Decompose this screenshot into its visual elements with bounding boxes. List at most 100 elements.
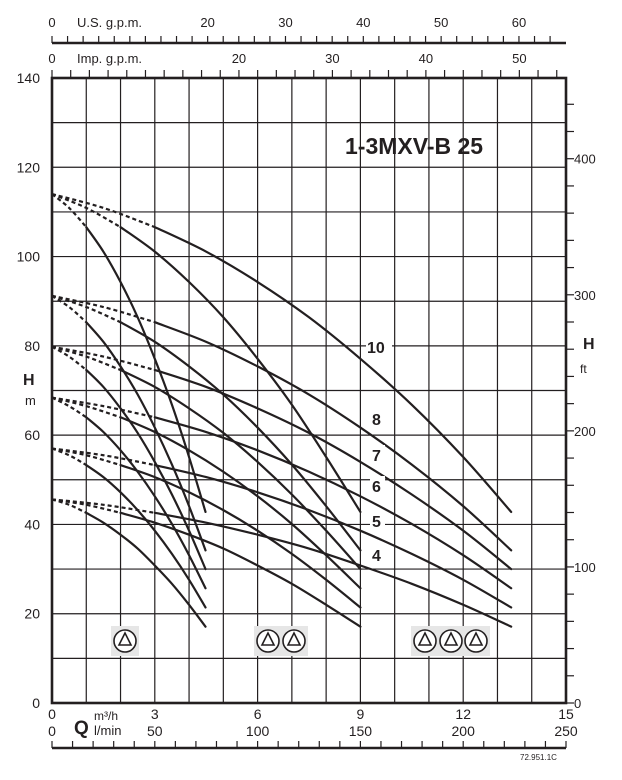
curve-stage-8	[153, 321, 513, 552]
imp-gpm-tick-label: 40	[419, 51, 433, 66]
y-right-axis-unit: ft	[580, 362, 587, 376]
us-gpm-tick-label: 30	[278, 15, 292, 30]
ft-tick-label: 0	[574, 696, 581, 711]
y-tick-label: 100	[17, 249, 41, 265]
curves	[51, 193, 513, 628]
triangle-icon	[468, 631, 484, 646]
curve-stage-5	[119, 463, 362, 609]
lmin-tick-label: 50	[147, 723, 163, 739]
curve-stage-5	[153, 463, 513, 609]
y-tick-label: 0	[32, 695, 40, 711]
imp-gpm-tick-label: 50	[512, 51, 526, 66]
stage-labels: 10 8 7 6 5 4	[366, 336, 392, 565]
pump-size-icon	[464, 629, 488, 653]
curve-shutoff-dashed-stage-7	[51, 345, 156, 372]
curve-stage-5	[85, 463, 207, 609]
stage-label-7: 7	[372, 448, 381, 465]
triangle-icon	[260, 631, 276, 646]
imp-gpm-tick-label: 20	[232, 51, 246, 66]
us-gpm-tick-label: 20	[200, 15, 214, 30]
curve-stage-10	[153, 226, 513, 514]
stage-label-6: 6	[372, 479, 381, 496]
us-gpm-tick-label: 60	[512, 15, 526, 30]
y-tick-label: 140	[17, 70, 41, 86]
x-axis-label: Q	[74, 718, 89, 739]
curve-stage-8	[119, 321, 362, 552]
x-tick-label: 9	[357, 706, 365, 722]
triangle-icon	[417, 631, 433, 646]
stage-label-5: 5	[372, 514, 381, 531]
x-tick-label: 12	[455, 706, 471, 722]
ft-tick-label: 200	[574, 424, 596, 439]
x-tick-label: 3	[151, 706, 159, 722]
curve-shutoff-dashed-stage-4	[51, 498, 155, 514]
curve-stage-7	[85, 368, 207, 571]
pump-size-icon	[439, 629, 463, 653]
curve-shutoff-dashed-stage-4	[51, 498, 87, 514]
lmin-tick-label: 250	[554, 723, 578, 739]
curve-stage-10	[119, 226, 362, 514]
stage-label-8: 8	[372, 412, 381, 429]
x-tick-label: 15	[558, 706, 574, 722]
x-axis-unit-lmin: l/min	[94, 723, 121, 738]
x-tick-label: 6	[254, 706, 262, 722]
curve-shutoff-dashed-stage-8	[51, 294, 156, 324]
y-tick-label: 120	[17, 159, 41, 175]
curve-stage-6	[85, 416, 207, 590]
curve-stage-4	[119, 511, 362, 628]
triangle-icon	[286, 631, 302, 646]
imp-gpm-tick-label: 30	[325, 51, 339, 66]
curve-stage-7	[153, 368, 513, 571]
stage-label-10: 10	[367, 340, 385, 357]
chart-title: 1-3MXV-B 25	[345, 133, 483, 159]
ft-tick-label: 100	[574, 560, 596, 575]
curve-shutoff-dashed-stage-10	[51, 193, 88, 228]
pump-size-icons	[111, 626, 490, 656]
pump-size-icon	[282, 629, 306, 653]
y-tick-label: 80	[24, 338, 40, 354]
x-tick-label: 0	[48, 706, 56, 722]
pump-size-icon	[113, 629, 137, 653]
us-gpm-tick-label: 40	[356, 15, 370, 30]
us-gpm-tick-label: 50	[434, 15, 448, 30]
grid	[52, 78, 566, 703]
plot-frame	[50, 76, 568, 705]
axis-labels: 1-3MXV-B 25 H m H ft Q m³/h l/min U.S. g…	[23, 15, 595, 762]
curve-shutoff-dashed-stage-5	[51, 447, 156, 467]
curve-stage-8	[85, 321, 207, 552]
y-right-axis-label: H	[583, 336, 595, 353]
ft-tick-label: 300	[574, 288, 596, 303]
lmin-tick-label: 100	[246, 723, 270, 739]
curve-shutoff-dashed-stage-10	[51, 193, 156, 229]
top-axis-us-label: U.S. g.p.m.	[77, 15, 142, 30]
triangle-icon	[117, 631, 133, 646]
curve-stage-4	[153, 511, 513, 628]
curve-stage-4	[85, 511, 207, 628]
curve-shutoff-dashed-stage-7	[51, 345, 87, 371]
imp-gpm-tick-label: 0	[48, 51, 55, 66]
stage-label-4: 4	[372, 548, 381, 565]
y-axis-unit: m	[25, 393, 36, 408]
y-tick-label: 60	[24, 427, 40, 443]
x-axis-unit: m³/h	[94, 709, 118, 723]
triangle-icon	[443, 631, 459, 646]
top-axis-imp-label: Imp. g.p.m.	[77, 51, 142, 66]
curve-shutoff-dashed-stage-6	[51, 396, 156, 419]
curve-stage-10	[85, 226, 207, 514]
pump-size-icon	[413, 629, 437, 653]
curve-stage-6	[153, 416, 513, 590]
lmin-tick-label: 200	[452, 723, 476, 739]
y-tick-label: 20	[24, 606, 40, 622]
y-axis-label: H	[23, 372, 35, 389]
curve-stage-7	[119, 368, 362, 571]
ft-tick-label: 400	[574, 152, 596, 167]
y-tick-label: 40	[24, 516, 40, 532]
curve-shutoff-dashed-stage-8	[51, 294, 87, 324]
pump-size-icon	[256, 629, 280, 653]
chart-code: 72.951.1C	[520, 753, 557, 762]
lmin-tick-label: 0	[48, 723, 56, 739]
us-gpm-tick-label: 0	[48, 15, 55, 30]
lmin-tick-label: 150	[349, 723, 373, 739]
